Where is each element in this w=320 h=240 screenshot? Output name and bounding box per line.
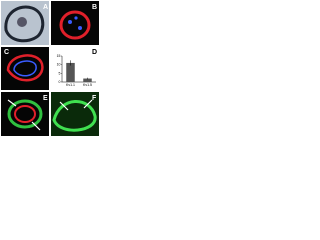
panel-label: A (43, 4, 48, 11)
y-tick-label: 10 (57, 63, 61, 67)
y-tick-label: 5 (59, 71, 61, 75)
figure: A B C D 0 5 10 15 Kv1.1 Kv1.5 E F (1, 1, 99, 136)
nucleus (68, 20, 72, 24)
nucleus (78, 26, 82, 30)
panel-label: F (92, 95, 97, 102)
vessel-outline (4, 5, 45, 43)
nucleus (74, 16, 78, 20)
cell (17, 17, 27, 27)
x-tick-label: Kv1.1 (66, 83, 75, 87)
arrow (59, 99, 93, 111)
y-tick-label: 15 (57, 54, 61, 58)
red-ring (14, 105, 36, 123)
y-tick-label: 0 (59, 80, 61, 84)
bar-chart: 0 5 10 15 Kv1.1 Kv1.5 (57, 54, 96, 87)
red-ring (6, 54, 44, 82)
panel-f-image (51, 92, 99, 136)
bar (66, 62, 75, 82)
red-ring (59, 10, 91, 40)
panel-label: D (92, 49, 97, 56)
green-ring (7, 99, 43, 129)
blue-ring (13, 60, 37, 77)
x-tick-label: Kv1.5 (83, 83, 92, 87)
panel-label: E (43, 95, 48, 102)
bar (83, 78, 92, 82)
panel-label: C (4, 49, 9, 56)
arrow (7, 99, 41, 131)
green-ring (52, 100, 97, 132)
panel-label: B (92, 4, 97, 11)
